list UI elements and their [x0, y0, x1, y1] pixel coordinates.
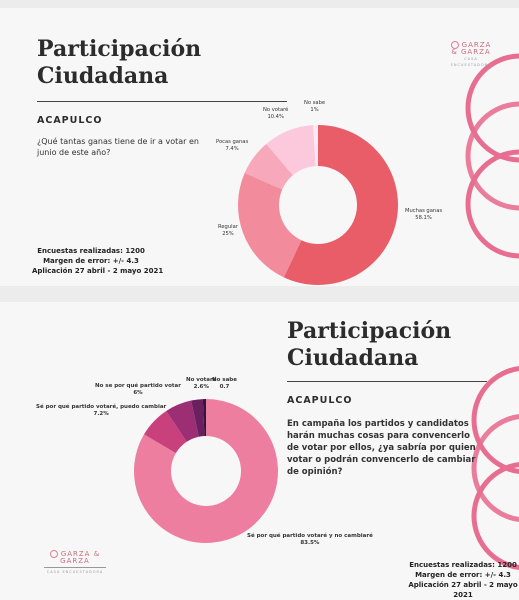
donut-slice-regular	[237, 172, 302, 278]
page-title: Participación Ciudadana	[287, 318, 452, 371]
info-line: Aplicación 27 abril - 2 mayo	[408, 581, 518, 589]
title-divider	[237, 101, 287, 102]
donut-chart	[237, 125, 398, 285]
survey-question: ¿Qué tantas ganas tiene de ir a votar en…	[37, 137, 199, 157]
data-label: Muchas ganas 58.1%	[405, 208, 443, 221]
data-label: Sé por qué partido votaré, puedo cambiar…	[36, 404, 167, 417]
info-line: 2021	[453, 591, 473, 599]
decorative-rings	[471, 365, 519, 571]
info-line: Margen de error: +/- 4.3	[43, 257, 139, 265]
data-label: No se por qué partido votar 6%	[95, 383, 181, 396]
panel-1: Participación Ciudadana ACAPULCO ¿Qué tan…	[0, 8, 519, 286]
donut-slice-s-por-qu-partido-votar-y-no-cambiar	[134, 399, 279, 543]
company-logo: GARZA & GARZA CASA ENCUESTADORA	[44, 550, 106, 575]
page-title: Participación Ciudadana	[37, 36, 202, 89]
data-label: Regular 25%	[218, 224, 238, 237]
panel-2: Participación Ciudadana ACAPULCO En campa…	[0, 302, 519, 600]
donut-slice-s-por-qu-partido-votar-puedo-cambiar	[144, 410, 187, 454]
location-label: ACAPULCO	[37, 115, 103, 126]
info-line: Encuestas realizadas: 1200	[37, 247, 145, 255]
data-label: No sabe 1%	[304, 100, 326, 113]
title-divider	[287, 381, 487, 382]
donut-slice-no-se-por-qu-partido-votar	[166, 400, 199, 442]
data-label: No votaré 2.6%	[186, 377, 217, 390]
donut-slice-no-votar	[266, 125, 316, 176]
donut-slice-pocas-ganas	[244, 143, 293, 190]
info-line: Encuestas realizadas: 1200	[409, 561, 517, 569]
survey-info: Encuestas realizadas: 1200 Margen de err…	[32, 246, 164, 276]
data-label: No votaré 10.4%	[263, 107, 289, 120]
survey-question: En campaña los partidos y candidatos har…	[287, 419, 476, 477]
decorative-rings	[465, 53, 519, 259]
company-logo: GARZA & GARZA CASA ENCUESTADORA	[450, 41, 492, 67]
donut-slice-no-sabe	[313, 125, 318, 167]
survey-info: Encuestas realizadas: 1200 Margen de err…	[408, 560, 518, 600]
donut-slice-no-sabe	[202, 399, 206, 437]
donut-chart	[134, 399, 279, 543]
location-divider	[37, 101, 237, 102]
data-label: No sabe 0.7	[212, 377, 237, 390]
donut-slice-muchas-ganas	[283, 125, 398, 285]
data-label: Sé por qué partido votaré y no cambiaré 8…	[247, 533, 373, 546]
donut-slice-no-votar	[191, 399, 205, 437]
data-label: Pocas ganas 7.4%	[216, 139, 249, 152]
location-label: ACAPULCO	[287, 395, 353, 406]
logo-mark-icon	[49, 550, 58, 558]
info-line: Margen de error: +/- 4.3	[415, 571, 511, 579]
info-line: Aplicación 27 abril - 2 mayo 2021	[32, 267, 164, 275]
